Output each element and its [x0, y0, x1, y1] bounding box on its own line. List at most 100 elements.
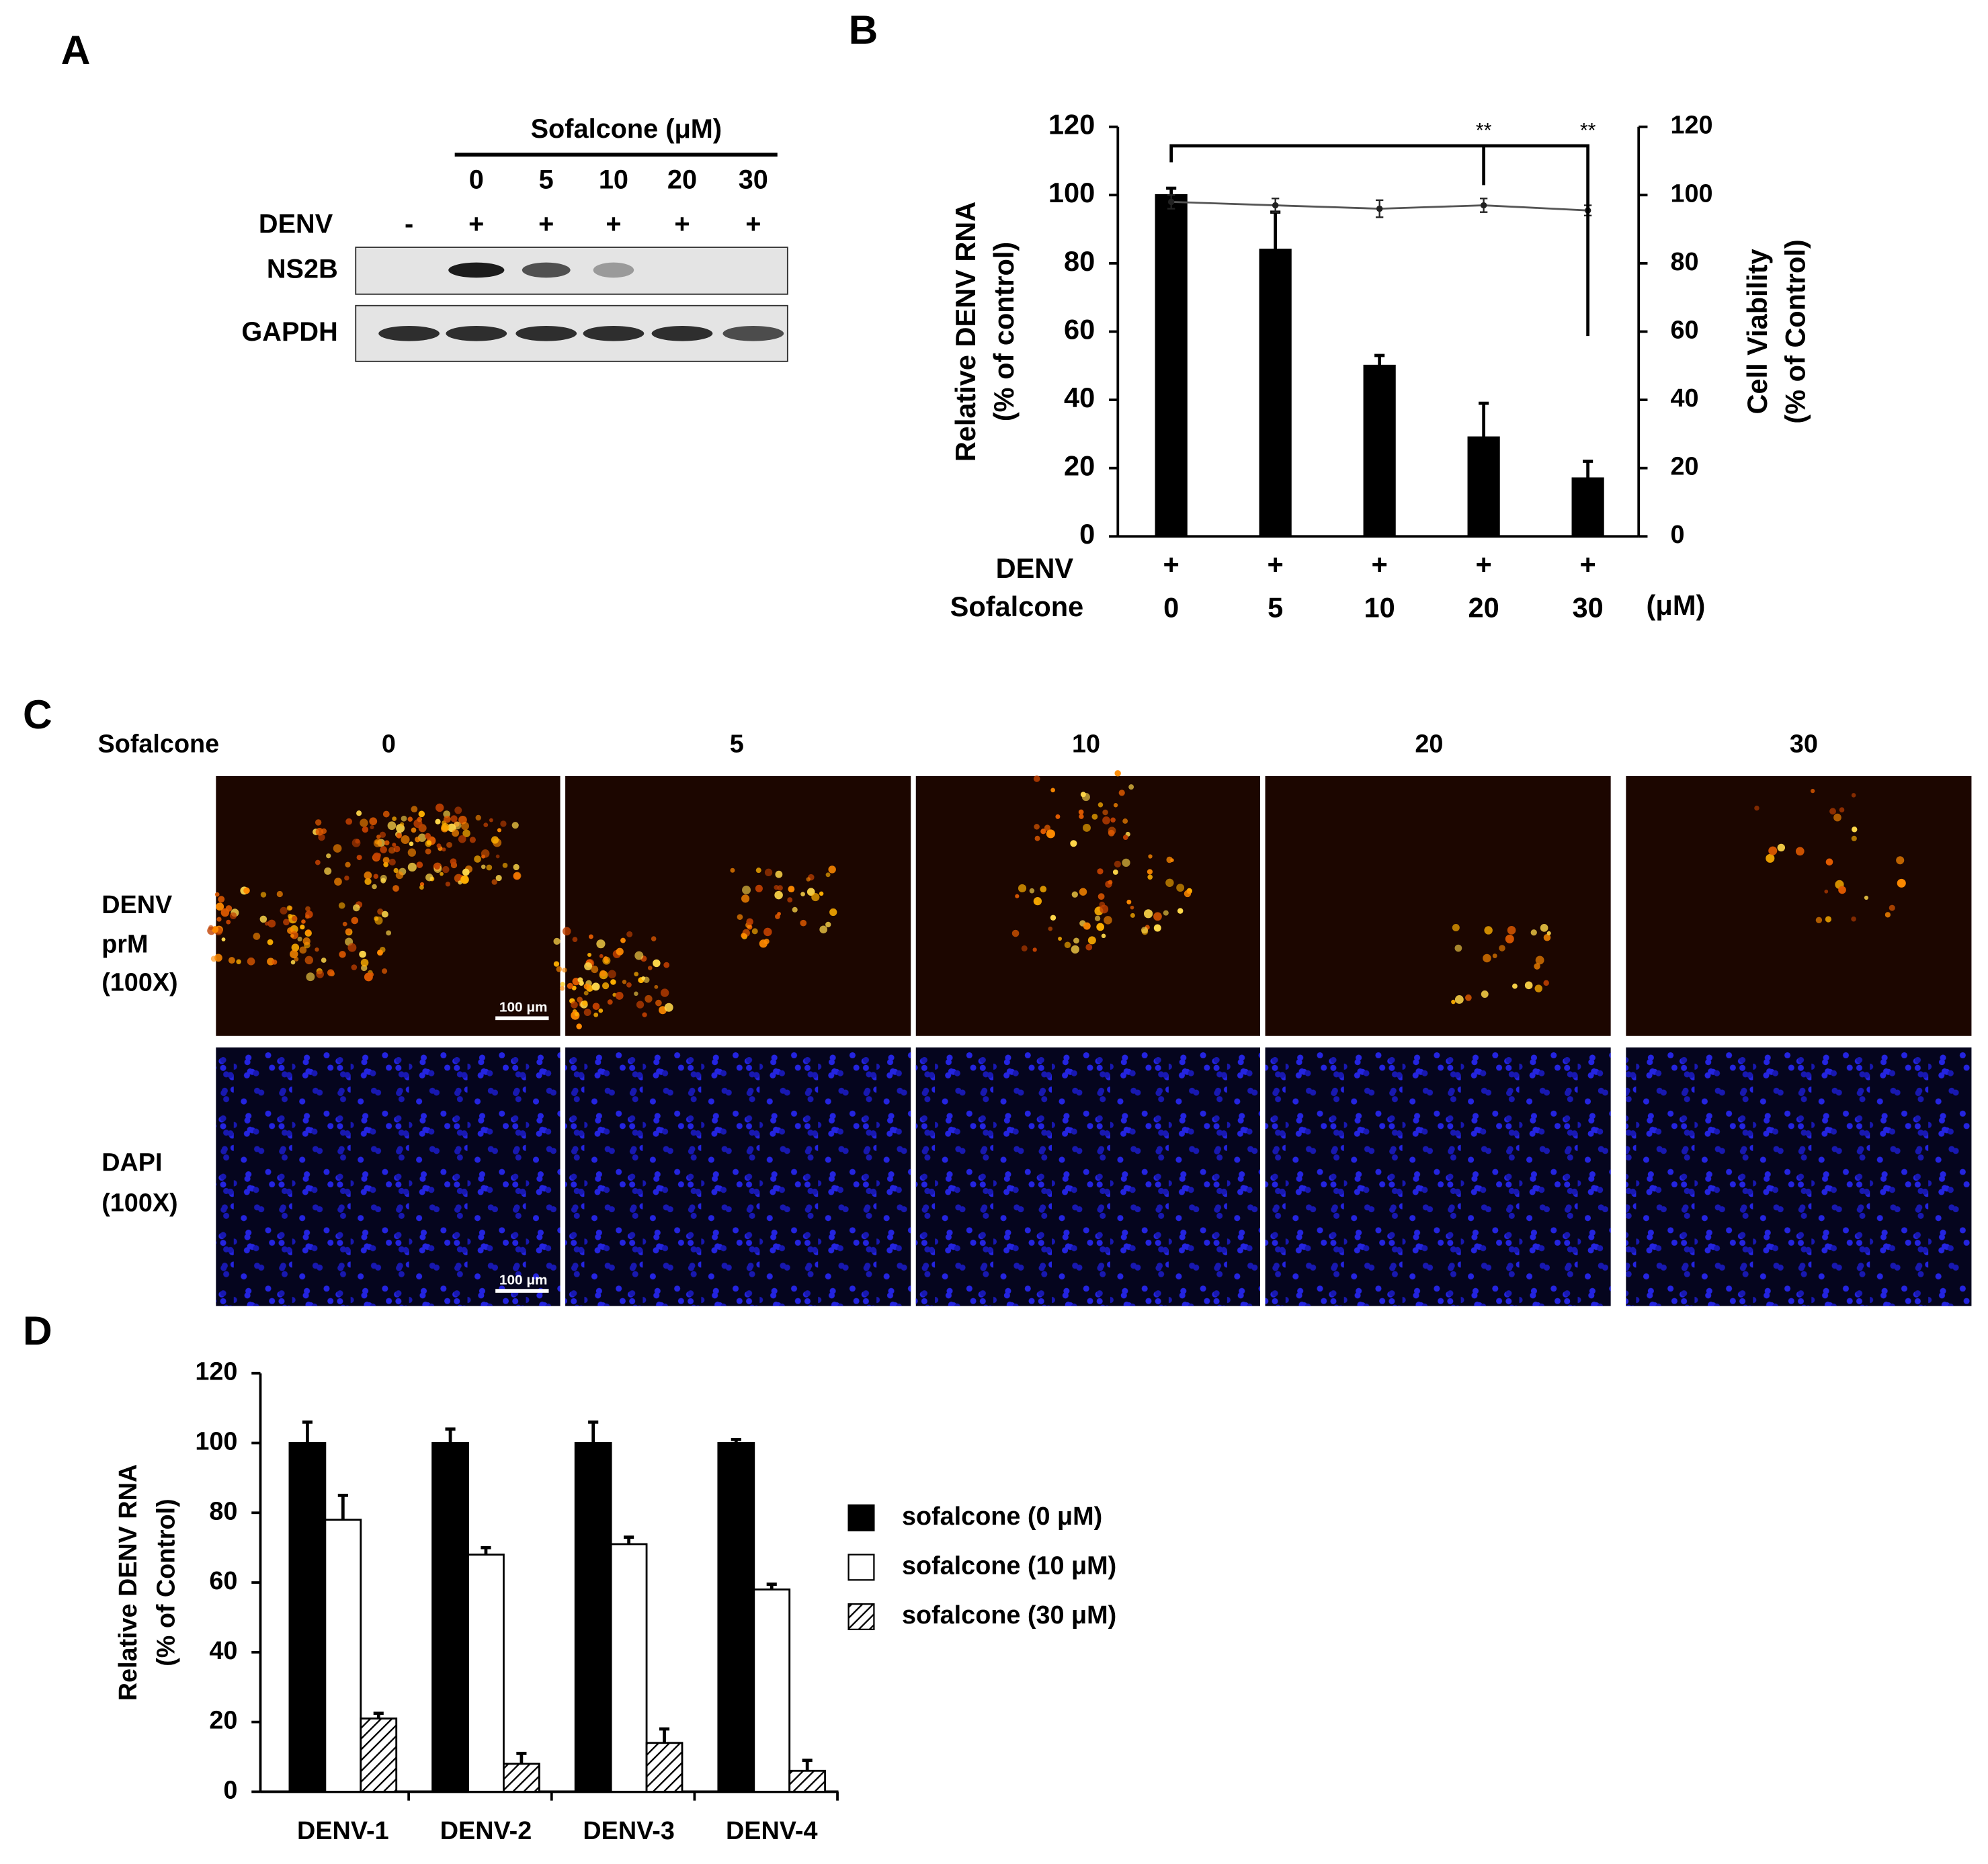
- blot-band: [593, 262, 634, 278]
- cell-signal: [1889, 904, 1895, 911]
- cell-signal: [1108, 880, 1113, 885]
- blot-band: [522, 262, 571, 278]
- cell-signal: [425, 848, 431, 855]
- lane-sign: +: [674, 209, 690, 239]
- cell-signal: [326, 853, 331, 859]
- y-tick-label: 120: [195, 1358, 237, 1386]
- cell-signal: [787, 897, 793, 903]
- cell-signal: [513, 872, 522, 880]
- cell-signal: [1852, 827, 1858, 833]
- bar: [503, 1763, 540, 1793]
- cell-signal: [1163, 910, 1169, 916]
- cell-signal: [1534, 963, 1540, 970]
- lane-label: 5: [539, 165, 554, 194]
- y2-tick-label: 120: [1670, 112, 1712, 140]
- cell-signal: [315, 819, 322, 826]
- cell-signal: [819, 891, 824, 896]
- cell-signal: [495, 854, 500, 859]
- cell-signal: [359, 950, 366, 958]
- cell-signal: [469, 837, 477, 843]
- cell-signal: [626, 982, 632, 988]
- cell-signal: [460, 875, 469, 884]
- cell-signal: [1534, 984, 1542, 992]
- lane-sign: +: [468, 209, 484, 239]
- cell-signal: [755, 884, 763, 892]
- cell-signal: [380, 846, 387, 853]
- cell-signal: [737, 914, 743, 921]
- cell-signal: [316, 970, 324, 978]
- cell-signal: [1102, 809, 1108, 816]
- legend-label: sofalcone (30 μM): [902, 1601, 1116, 1629]
- dapi-nuclei: [216, 1047, 561, 1306]
- y-tick-label: 40: [1064, 382, 1095, 413]
- cell-signal: [602, 982, 610, 990]
- scale-bar-label: 100 μm: [499, 1000, 548, 1015]
- cell-signal: [1114, 770, 1121, 777]
- cell-signal: [571, 1001, 578, 1009]
- cell-signal: [1015, 894, 1020, 898]
- x-tick-label: 0: [1163, 592, 1179, 624]
- cell-signal: [825, 872, 831, 878]
- cell-signal: [1085, 943, 1093, 951]
- line-point: [1272, 202, 1279, 209]
- cell-signal: [392, 816, 397, 821]
- y-tick-label: 20: [1064, 450, 1095, 482]
- cell-signal: [825, 921, 831, 928]
- cell-signal: [1130, 913, 1135, 918]
- cell-signal: [440, 872, 444, 876]
- cell-signal: [1896, 856, 1905, 865]
- cell-signal: [300, 924, 305, 930]
- bar: [1259, 249, 1292, 538]
- cell-signal: [253, 933, 261, 940]
- legend-label: sofalcone (10 μM): [902, 1552, 1116, 1580]
- cell-signal: [746, 918, 753, 926]
- cell-signal: [372, 852, 381, 861]
- cell-signal: [321, 958, 327, 963]
- cell-signal: [450, 858, 457, 865]
- cell-signal: [1505, 934, 1514, 943]
- legend-swatch: [847, 1554, 875, 1581]
- bar: [753, 1588, 791, 1793]
- y-tick-label: 60: [1064, 313, 1095, 345]
- error-bar: [373, 1711, 384, 1719]
- row-label: DENV: [101, 891, 172, 919]
- cell-signal: [1768, 846, 1778, 855]
- cell-signal: [1511, 983, 1518, 989]
- error-bar: [302, 1420, 313, 1443]
- cell-signal: [452, 829, 460, 837]
- cell-signal: [377, 908, 384, 915]
- legend-swatch: [847, 1504, 875, 1531]
- cell-signal: [1113, 803, 1118, 808]
- y-tick-label: 20: [209, 1707, 237, 1735]
- lane-sign: +: [538, 209, 554, 239]
- cell-signal: [497, 828, 502, 833]
- cell-signal: [276, 890, 283, 898]
- column-label: 5: [730, 730, 744, 759]
- treatment-sign: +: [1268, 549, 1284, 581]
- cell-signal: [387, 821, 397, 831]
- cell-signal: [587, 952, 592, 958]
- cell-signal: [388, 847, 396, 854]
- cell-signal: [1530, 929, 1537, 936]
- cell-signal: [1499, 945, 1505, 951]
- cell-signal: [1046, 829, 1055, 839]
- row-label: DENV: [996, 552, 1074, 584]
- cell-signal: [1838, 886, 1846, 894]
- cell-signal: [364, 871, 372, 880]
- fluorescence-image: [216, 775, 561, 1036]
- row-label: Sofalcone: [950, 591, 1084, 622]
- cell-signal: [1102, 816, 1110, 824]
- cell-signal: [660, 988, 669, 997]
- cell-signal: [356, 810, 362, 816]
- cell-signal: [218, 896, 225, 903]
- cell-signal: [486, 864, 493, 871]
- cell-signal: [1112, 870, 1118, 875]
- cell-signal: [442, 865, 450, 874]
- cell-signal: [1083, 823, 1091, 832]
- cell-signal: [345, 818, 353, 825]
- cell-signal: [634, 991, 638, 997]
- significance-label: **: [1580, 120, 1596, 142]
- cell-signal: [445, 882, 451, 887]
- cell-signal: [599, 954, 604, 958]
- cell-signal: [418, 810, 425, 818]
